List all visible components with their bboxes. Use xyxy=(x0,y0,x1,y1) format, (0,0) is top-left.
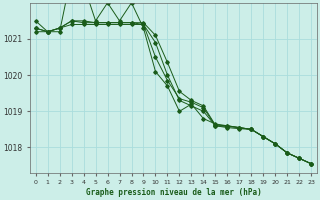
X-axis label: Graphe pression niveau de la mer (hPa): Graphe pression niveau de la mer (hPa) xyxy=(85,188,261,197)
